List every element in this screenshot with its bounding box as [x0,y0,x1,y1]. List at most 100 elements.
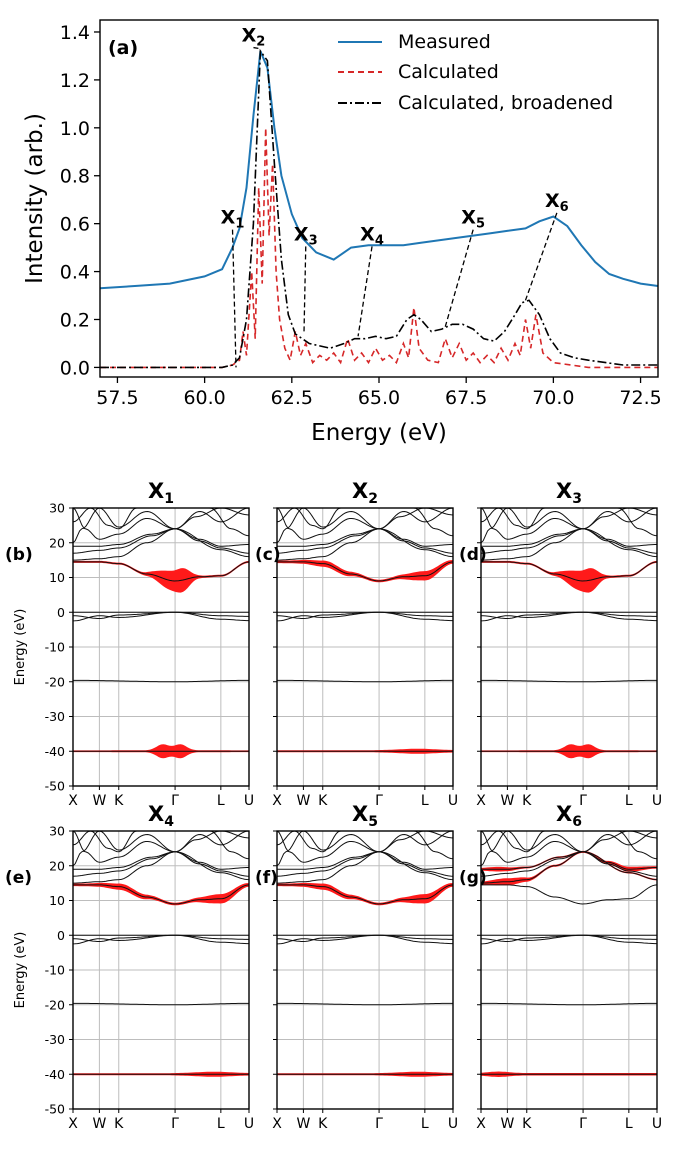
y-tick-label: 20 [49,535,65,550]
band-panel-label: (c) [255,545,281,565]
band-title: X6 [556,802,582,830]
band-title-sub: 3 [572,491,582,507]
band-line [277,831,453,867]
band-line [277,528,453,554]
kpoint-label: K [522,1116,532,1132]
x-tick-label: 62.5 [271,387,313,409]
kpoint-label: K [318,793,328,809]
y-tick-label: -10 [45,640,65,655]
y-tick-label: -30 [45,709,65,724]
y-tick-label: -10 [45,963,65,978]
annotation-arrow-4 [357,246,373,337]
y-tick-label: 0.0 [60,357,90,379]
band-line [481,528,657,561]
band-line [481,508,657,537]
x-tick-label: 65.0 [358,387,400,409]
y-tick-label: 20 [49,858,65,873]
band-line [73,528,249,561]
y-tick-label: 10 [49,570,65,585]
band-plot-area [481,508,657,786]
band-panel-c: X W K Γ L UX2(c) [255,479,458,809]
band-line [277,508,453,537]
band-line [481,884,657,905]
band-panel-f: X W K Γ L UX5(f) [255,802,458,1132]
y-tick-label: -20 [45,997,65,1012]
y-tick-label: 0 [57,605,65,620]
kpoint-label: K [114,793,124,809]
y-tick-label: -50 [45,1102,65,1117]
annotation-x6: X6 [545,190,569,215]
annotation-x3-sub: 3 [309,233,318,248]
kpoint-label: L [421,1116,429,1132]
band-panel-g: X W K Γ L UX6(g) [459,802,662,1132]
band-title-base: X [556,802,572,826]
kpoint-label: X [272,793,282,809]
band-panel-label: (e) [5,868,32,888]
annotation-x1-sub: 1 [235,217,244,232]
band-line [277,851,453,877]
annotation-x2: X2 [242,25,266,50]
annotation-x4: X4 [360,223,384,248]
y-tick-label: 0.2 [60,309,90,331]
band-plot-area [73,508,249,786]
kpoint-label: W [92,1116,106,1132]
orbital-weight-conduction [481,560,657,593]
annotation-x5-base: X [461,207,476,229]
band-line [73,831,249,867]
kpoint-label: U [652,1116,662,1132]
band-line [73,831,249,860]
band-panel-label: (f) [255,868,278,888]
band-title-base: X [352,479,368,503]
band-line [277,528,453,558]
annotation-x5-sub: 5 [476,217,485,232]
y-tick-label: 0.4 [60,262,90,284]
kpoint-label: L [421,793,429,809]
band-title: X1 [148,479,174,507]
band-panel-label: (g) [459,868,487,888]
y-tick-label: 1.4 [60,22,90,44]
series-calculated [100,127,658,369]
band-line [277,851,453,881]
band-line [481,561,657,582]
kpoint-label: X [476,793,486,809]
y-tick-label: 0.8 [60,166,90,188]
kpoint-label: Γ [579,1116,587,1132]
band-title: X4 [148,802,174,830]
annotation-x3: X3 [294,223,318,248]
kpoint-label: L [625,793,633,809]
kpoint-label: U [448,1116,458,1132]
annotation-arrow-3 [303,246,307,332]
band-line [481,528,657,558]
band-line [73,528,249,558]
annotation-x5: X5 [461,207,485,232]
band-title-sub: 4 [164,814,174,830]
band-line [481,831,657,867]
x-tick-label: 57.5 [96,387,138,409]
band-line [277,831,453,860]
band-line [73,679,249,683]
band-plot-area [277,831,453,1109]
band-plot-area [481,831,657,1109]
band-line [481,851,657,881]
band-title-sub: 6 [572,814,582,830]
band-title: X5 [352,802,378,830]
band-plot-area [277,508,453,786]
annotation-arrow-2 [253,46,261,50]
legend-entry: Measured [398,31,491,53]
kpoint-label: Γ [171,1116,179,1132]
kpoint-label: U [652,793,662,809]
y-tick-label: 10 [49,893,65,908]
y-tick-label: -30 [45,1032,65,1047]
band-panel-d: X W K Γ L UX3(d) [459,479,662,809]
kpoint-label: X [272,1116,282,1132]
kpoint-label: W [296,793,310,809]
y-tick-label: 1.0 [60,118,90,140]
band-title-base: X [148,802,164,826]
band-line [73,561,249,582]
band-plot-area [73,831,249,1109]
band-title-sub: 5 [368,814,378,830]
